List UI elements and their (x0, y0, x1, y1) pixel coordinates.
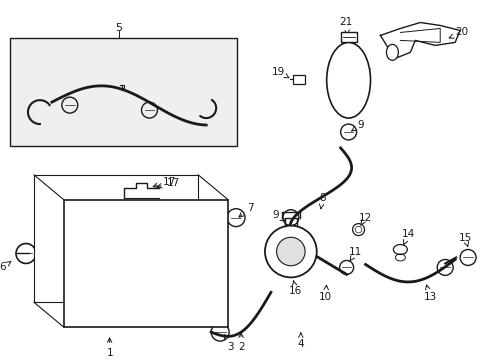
Text: 20: 20 (448, 27, 468, 38)
Circle shape (264, 226, 316, 278)
Text: 19: 19 (272, 67, 288, 78)
Text: 21: 21 (338, 18, 351, 35)
Bar (10, 39, 237, 146)
Text: 14: 14 (401, 229, 414, 244)
Text: 11: 11 (348, 247, 362, 261)
Text: 17: 17 (157, 178, 180, 188)
Bar (340, 32, 356, 42)
Polygon shape (34, 175, 198, 302)
Text: 8: 8 (319, 193, 325, 209)
Text: 4: 4 (297, 333, 304, 349)
Text: 6: 6 (0, 262, 11, 273)
Text: 1: 1 (106, 338, 113, 358)
Text: 12: 12 (358, 213, 371, 225)
Ellipse shape (326, 42, 370, 118)
Text: 9: 9 (272, 210, 285, 221)
Polygon shape (64, 200, 228, 327)
Text: 10: 10 (319, 285, 331, 302)
Text: 2: 2 (237, 333, 244, 352)
Text: 5: 5 (115, 23, 122, 33)
Bar (292, 75, 304, 84)
Text: 3: 3 (224, 335, 233, 352)
Text: 13: 13 (423, 285, 436, 302)
Text: 17: 17 (153, 177, 176, 188)
Text: 7: 7 (239, 203, 253, 217)
Text: 15: 15 (458, 233, 471, 247)
Text: 16: 16 (288, 281, 302, 296)
Circle shape (276, 237, 305, 266)
Ellipse shape (386, 44, 398, 60)
Text: 18: 18 (352, 67, 371, 77)
Text: 9: 9 (351, 120, 363, 131)
